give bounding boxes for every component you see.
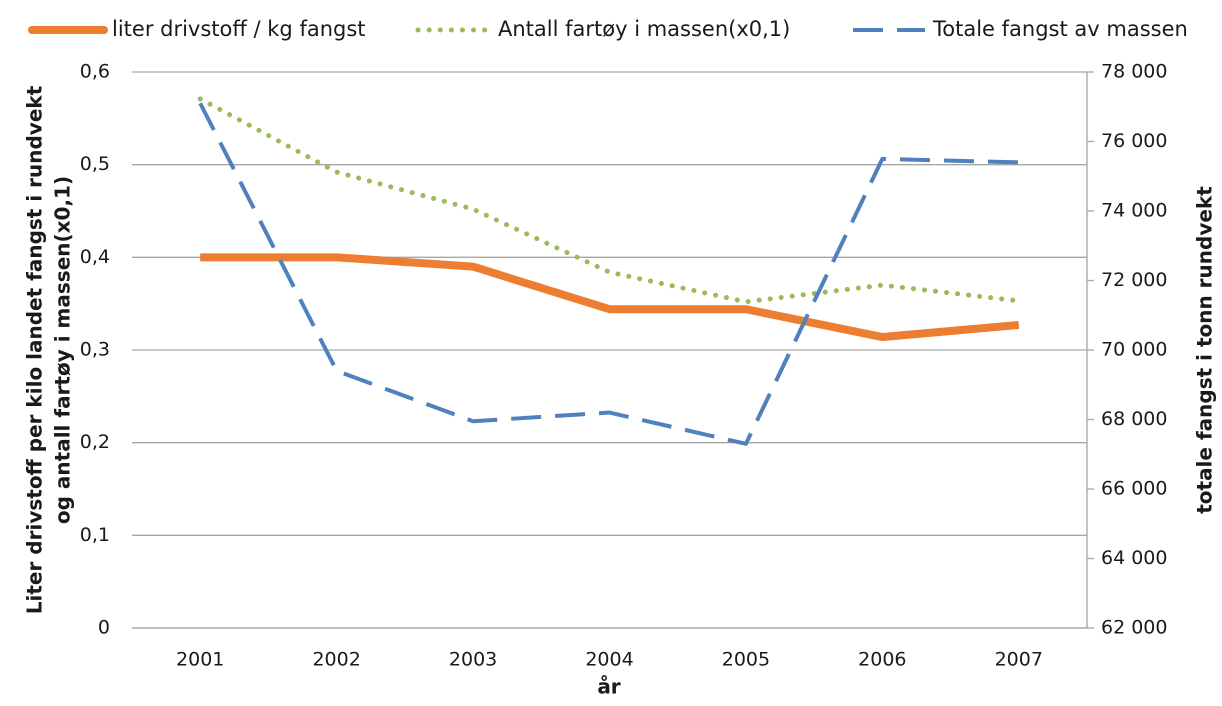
y-axis-title: og antall fartøy i massen(x0,1) xyxy=(51,176,75,524)
x-axis-title: år xyxy=(597,675,620,699)
x-tick-label: 2004 xyxy=(585,649,633,671)
x-tick-label: 2007 xyxy=(995,649,1043,671)
y-tick-label: 0,2 xyxy=(80,431,110,453)
y2-tick-label: 78 000 xyxy=(1101,61,1167,83)
series-line xyxy=(197,96,1022,305)
y-tick-label: 0,5 xyxy=(80,153,110,175)
y2-tick-label: 70 000 xyxy=(1101,339,1167,361)
y2-tick-label: 72 000 xyxy=(1101,269,1167,291)
y2-tick-label: 74 000 xyxy=(1101,200,1167,222)
legend-label: liter drivstoff / kg fangst xyxy=(112,17,366,41)
y-tick-label: 0,4 xyxy=(80,246,110,268)
x-tick-label: 2002 xyxy=(312,649,360,671)
x-tick-label: 2001 xyxy=(176,649,224,671)
legend-label: Totale fangst av massen xyxy=(932,17,1188,41)
series-line xyxy=(200,253,1020,342)
y-tick-label: 0 xyxy=(98,617,110,639)
y2-tick-label: 62 000 xyxy=(1101,617,1167,639)
y2-tick-label: 64 000 xyxy=(1101,547,1167,569)
y2-tick-label: 66 000 xyxy=(1101,478,1167,500)
y2-axis-title: totale fangst i tonn rundvekt xyxy=(1193,186,1217,514)
y-axis-title: Liter drivstoff per kilo landet fangst i… xyxy=(23,85,47,614)
series-line xyxy=(198,102,1019,446)
x-tick-label: 2003 xyxy=(449,649,497,671)
y2-tick-label: 76 000 xyxy=(1101,130,1167,152)
y2-tick-label: 68 000 xyxy=(1101,408,1167,430)
y-tick-label: 0,1 xyxy=(80,524,110,546)
x-tick-label: 2006 xyxy=(858,649,906,671)
y-tick-label: 0,6 xyxy=(80,61,110,83)
x-tick-label: 2005 xyxy=(722,649,770,671)
legend-label: Antall fartøy i massen(x0,1) xyxy=(498,17,790,41)
y-tick-label: 0,3 xyxy=(80,339,110,361)
